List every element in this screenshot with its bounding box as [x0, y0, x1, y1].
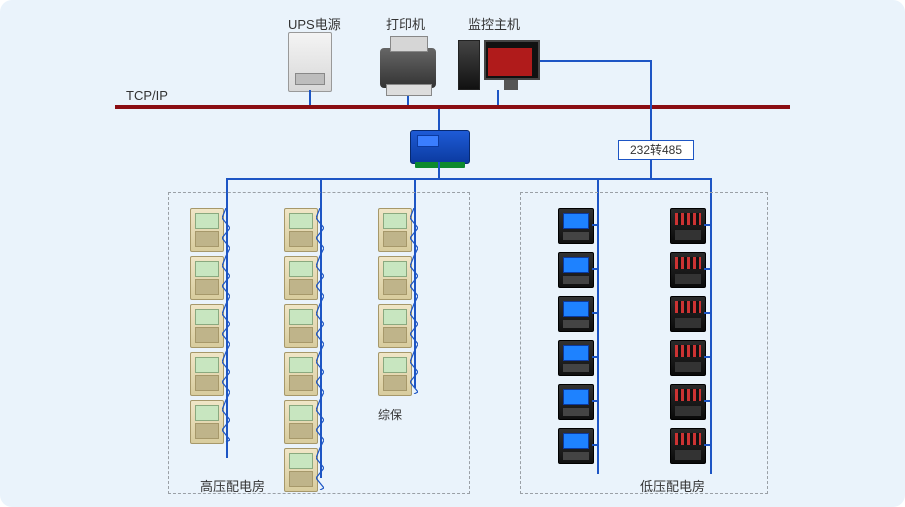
relay-device	[284, 304, 318, 348]
wire	[592, 312, 598, 314]
meter-dark	[670, 384, 706, 420]
wire	[704, 224, 710, 226]
wire	[650, 60, 652, 140]
gateway-device	[410, 130, 470, 164]
meter-blue	[558, 296, 594, 332]
wire	[592, 356, 598, 358]
relay-device	[190, 208, 224, 252]
wire	[650, 159, 652, 178]
wire	[438, 162, 440, 178]
wire	[309, 90, 311, 105]
relay-device	[284, 256, 318, 300]
relay-device	[378, 352, 412, 396]
wire	[438, 109, 440, 131]
converter-232-485: 232转485	[618, 140, 694, 160]
pc-tower	[458, 40, 480, 90]
label-relay-group: 综保	[378, 406, 402, 423]
pc-screen	[488, 48, 532, 76]
tcpip-backbone	[115, 105, 790, 109]
wire	[592, 400, 598, 402]
label-host: 监控主机	[468, 14, 520, 33]
wire	[497, 90, 499, 105]
wire	[704, 356, 710, 358]
meter-dark	[670, 296, 706, 332]
diagram-canvas: UPS电源 打印机 监控主机 TCP/IP 232转485	[0, 0, 905, 507]
meter-blue	[558, 208, 594, 244]
label-tcpip: TCP/IP	[126, 88, 168, 103]
wire	[407, 96, 409, 105]
relay-device	[284, 208, 318, 252]
meter-blue	[558, 252, 594, 288]
fanout-bus	[226, 178, 710, 180]
relay-device	[284, 400, 318, 444]
host-pc	[458, 32, 538, 90]
meter-dark	[670, 340, 706, 376]
meter-blue	[558, 340, 594, 376]
relay-device	[378, 208, 412, 252]
label-lv-room: 低压配电房	[640, 476, 705, 495]
relay-device	[378, 256, 412, 300]
wire	[704, 312, 710, 314]
relay-device	[284, 448, 318, 492]
converter-label: 232转485	[630, 143, 682, 157]
wire	[704, 268, 710, 270]
meter-blue	[558, 384, 594, 420]
wire	[704, 444, 710, 446]
meter-dark	[670, 208, 706, 244]
pc-stand	[504, 80, 518, 90]
label-hv-room: 高压配电房	[200, 476, 265, 495]
relay-device	[190, 256, 224, 300]
ups-device	[288, 32, 332, 92]
meter-dark	[670, 252, 706, 288]
relay-device	[284, 352, 318, 396]
printer-device	[380, 48, 436, 88]
relay-device	[190, 400, 224, 444]
label-printer: 打印机	[386, 14, 425, 33]
meter-blue	[558, 428, 594, 464]
wire	[592, 444, 598, 446]
wire	[592, 268, 598, 270]
label-ups: UPS电源	[288, 14, 341, 33]
wire	[592, 224, 598, 226]
relay-device	[190, 304, 224, 348]
relay-device	[378, 304, 412, 348]
relay-device	[190, 352, 224, 396]
wire	[540, 60, 650, 62]
meter-dark	[670, 428, 706, 464]
wire	[704, 400, 710, 402]
